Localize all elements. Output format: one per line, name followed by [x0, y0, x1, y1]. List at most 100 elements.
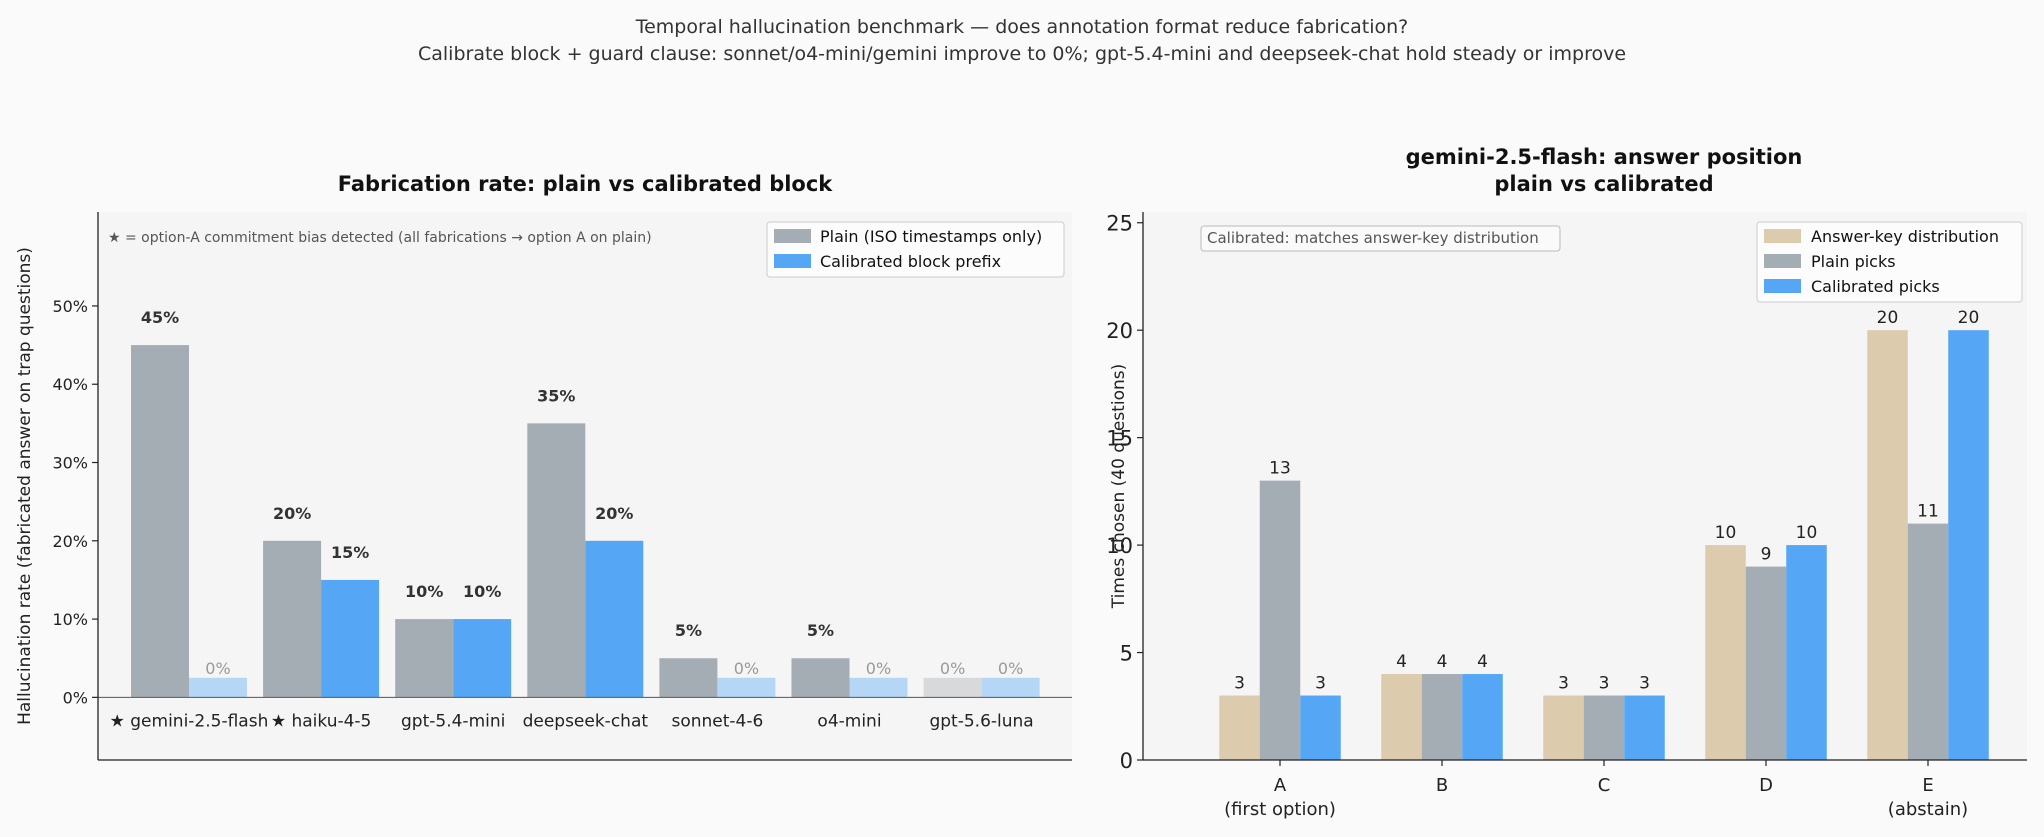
right-bar-answer-key — [1219, 695, 1260, 760]
left-legend-swatch — [774, 229, 811, 243]
right-bar-label: 3 — [1234, 674, 1245, 694]
right-legend-swatch — [1764, 229, 1801, 243]
right-bar-plain — [1745, 566, 1787, 760]
right-bar-calibrated — [1786, 545, 1827, 760]
right-category-label: C — [1598, 775, 1611, 796]
left-bar-calibrated — [585, 540, 644, 698]
right-bar-label: 10 — [1796, 523, 1818, 543]
left-y-tick-label: 40% — [52, 375, 88, 394]
left-y-tick-label: 0% — [63, 688, 88, 707]
left-y-tick-label: 30% — [52, 454, 88, 473]
left-bar-label: 10% — [405, 582, 443, 601]
figure-title-line-1: Temporal hallucination benchmark — does … — [635, 16, 1409, 38]
left-category-label: gpt-5.4-mini — [401, 711, 505, 731]
left-bar-label: 20% — [595, 504, 633, 523]
right-bar-answer-key — [1543, 695, 1584, 760]
right-legend-box — [1756, 221, 2023, 303]
left-bar-plain — [131, 345, 189, 698]
right-bar-label: 3 — [1639, 674, 1650, 694]
right-bar-plain — [1259, 480, 1301, 760]
left-legend-swatch — [774, 254, 811, 268]
right-bar-label: 20 — [1958, 308, 1980, 328]
left-bar-plain — [527, 423, 586, 698]
right-category-label: E — [1922, 775, 1933, 796]
figure-title-line-2: Calibrate block + guard clause: sonnet/o… — [417, 43, 1627, 65]
left-bar-label-zero: 0% — [205, 659, 230, 678]
left-bar-label: 20% — [273, 504, 311, 523]
right-bar-answer-key — [1705, 545, 1746, 760]
right-annotation: Calibrated: matches answer-key distribut… — [1207, 229, 1539, 247]
left-bar-plain — [659, 658, 718, 698]
left-category-label: ★ haiku-4-5 — [271, 711, 372, 731]
right-category-label: A — [1274, 775, 1287, 796]
left-bar-plain — [791, 658, 850, 698]
right-bar-label: 10 — [1715, 523, 1737, 543]
right-bar-answer-key — [1381, 674, 1422, 760]
right-bar-plain — [1583, 695, 1625, 760]
left-bar-label: 35% — [537, 386, 575, 405]
left-bar-calibrated — [453, 619, 512, 698]
left-chart-title: Fabrication rate: plain vs calibrated bl… — [338, 172, 834, 196]
right-category-label: D — [1759, 775, 1773, 796]
right-bar-label: 3 — [1315, 674, 1326, 694]
right-y-tick-label: 20 — [1106, 319, 1133, 343]
right-legend: Answer-key distribution Plain picks Calibr… — [1756, 221, 2023, 303]
left-category-label: sonnet-4-6 — [671, 711, 763, 731]
left-bar-calibrated — [189, 677, 247, 698]
right-category-label: B — [1436, 775, 1448, 796]
figure-title: Temporal hallucination benchmark — does … — [0, 14, 2044, 68]
right-chart-subtitle: plain vs calibrated — [1494, 172, 1713, 196]
left-bar-label: 10% — [463, 582, 501, 601]
right-bar-answer-key — [1867, 330, 1908, 760]
right-bar-label: 11 — [1917, 502, 1939, 522]
left-bar-calibrated — [717, 677, 776, 698]
left-bar-plain — [923, 677, 982, 698]
right-annotation-box — [1200, 225, 1561, 252]
right-category-sublabel: (first option) — [1224, 799, 1336, 820]
right-legend-label: Plain picks — [1811, 252, 1896, 271]
left-bar-plain — [395, 619, 454, 698]
left-bar-label-zero: 0% — [940, 659, 965, 678]
left-bar-calibrated — [981, 677, 1040, 698]
right-bar-label: 4 — [1437, 652, 1448, 672]
right-bar-calibrated — [1300, 695, 1341, 760]
left-category-label: ★ gemini-2.5-flash — [110, 711, 269, 731]
left-y-tick-label: 50% — [52, 297, 88, 316]
right-y-tick-label: 15 — [1106, 427, 1133, 451]
right-bar-label: 9 — [1761, 545, 1772, 565]
right-bar-label: 3 — [1599, 674, 1610, 694]
left-y-tick-label: 10% — [52, 610, 88, 629]
left-bar-label: 5% — [807, 621, 834, 640]
right-bar-label: 20 — [1877, 308, 1899, 328]
left-bar-label: 5% — [675, 621, 702, 640]
left-legend-label: Calibrated block prefix — [820, 252, 1001, 271]
right-bar-label: 4 — [1396, 652, 1407, 672]
right-bar-calibrated — [1948, 330, 1989, 760]
left-bar-label: 15% — [331, 543, 369, 562]
left-chart: Fabrication rate: plain vs calibrated bl… — [15, 172, 1072, 761]
right-legend-swatch — [1764, 279, 1801, 293]
left-bar-label: 45% — [141, 308, 179, 327]
left-y-tick-label: 20% — [52, 532, 88, 551]
left-y-axis-label: Hallucination rate (fabricated answer on… — [15, 247, 35, 725]
left-bar-calibrated — [321, 579, 380, 698]
right-bar-calibrated — [1462, 674, 1503, 760]
right-bar-plain — [1421, 674, 1463, 760]
right-chart-title: gemini-2.5-flash: answer position — [1406, 145, 1803, 169]
left-category-label: o4-mini — [817, 711, 881, 731]
left-category-label: deepseek-chat — [523, 711, 649, 731]
right-bar-label: 13 — [1269, 459, 1291, 479]
left-category-label: gpt-5.6-luna — [929, 711, 1033, 731]
left-bar-plain — [263, 540, 322, 698]
left-bar-calibrated — [849, 677, 908, 698]
left-bar-label-zero: 0% — [734, 659, 759, 678]
right-y-tick-label: 10 — [1106, 534, 1133, 558]
right-y-tick-label: 0 — [1120, 749, 1133, 773]
left-legend: Plain (ISO timestamps only) Calibrated bl… — [766, 221, 1065, 278]
right-legend-swatch — [1764, 254, 1801, 268]
left-bar-label-zero: 0% — [866, 659, 891, 678]
right-y-tick-label: 5 — [1120, 642, 1133, 666]
right-bar-label: 3 — [1558, 674, 1569, 694]
right-y-tick-label: 25 — [1106, 212, 1133, 236]
